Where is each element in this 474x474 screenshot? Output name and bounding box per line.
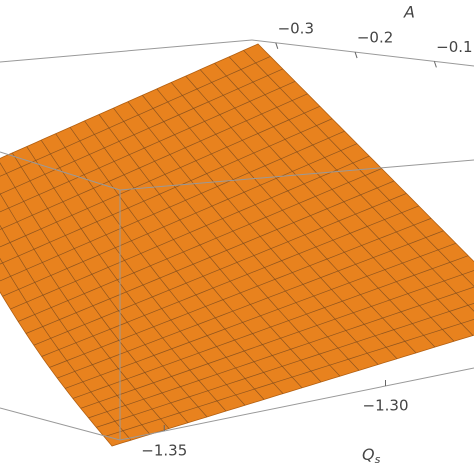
mesh-line [96,302,474,428]
box-edge [0,407,121,441]
mesh-line [72,255,469,399]
y-tick [354,51,358,59]
x-axis [119,367,474,441]
mesh-line [49,218,432,368]
mesh-line [214,62,474,336]
mesh-line [156,88,398,359]
mesh-line [88,286,474,419]
mesh-line [33,193,407,346]
mesh-line [57,230,444,379]
surface [0,43,474,447]
x-axis-label-subscript: s [375,453,381,466]
y-axis-label: A [403,3,415,22]
mesh-line [25,180,395,334]
ticks: −1.35 −1.30 −0.3 −0.2 −0.1 [141,19,472,459]
mesh-line [127,101,360,371]
surface-face [0,43,474,447]
box-edge [251,39,474,67]
mesh-line [113,107,341,377]
x-tick-label: −1.35 [141,442,187,460]
x-axis-label-main: Q [362,445,375,464]
mesh-line [185,75,436,348]
box-edge [0,39,253,63]
mesh-line [64,242,456,389]
mesh-line [243,50,474,287]
y-tick-label: −0.2 [357,29,393,47]
y-tick-label: −0.1 [436,38,472,56]
y-tick [275,42,279,49]
x-tick-label: −1.30 [363,397,409,415]
y-tick [433,61,437,68]
mesh-line [41,205,419,357]
mesh-line [142,95,379,365]
x-axis-label: Qs [362,445,381,467]
mesh-line [80,270,474,409]
mesh-line [228,56,474,312]
mesh-line [171,82,417,354]
y-tick-label: −0.3 [278,19,314,37]
box-edge [0,151,121,191]
mesh-line [199,69,455,342]
box-edge [119,159,474,191]
mesh-line [104,319,474,438]
